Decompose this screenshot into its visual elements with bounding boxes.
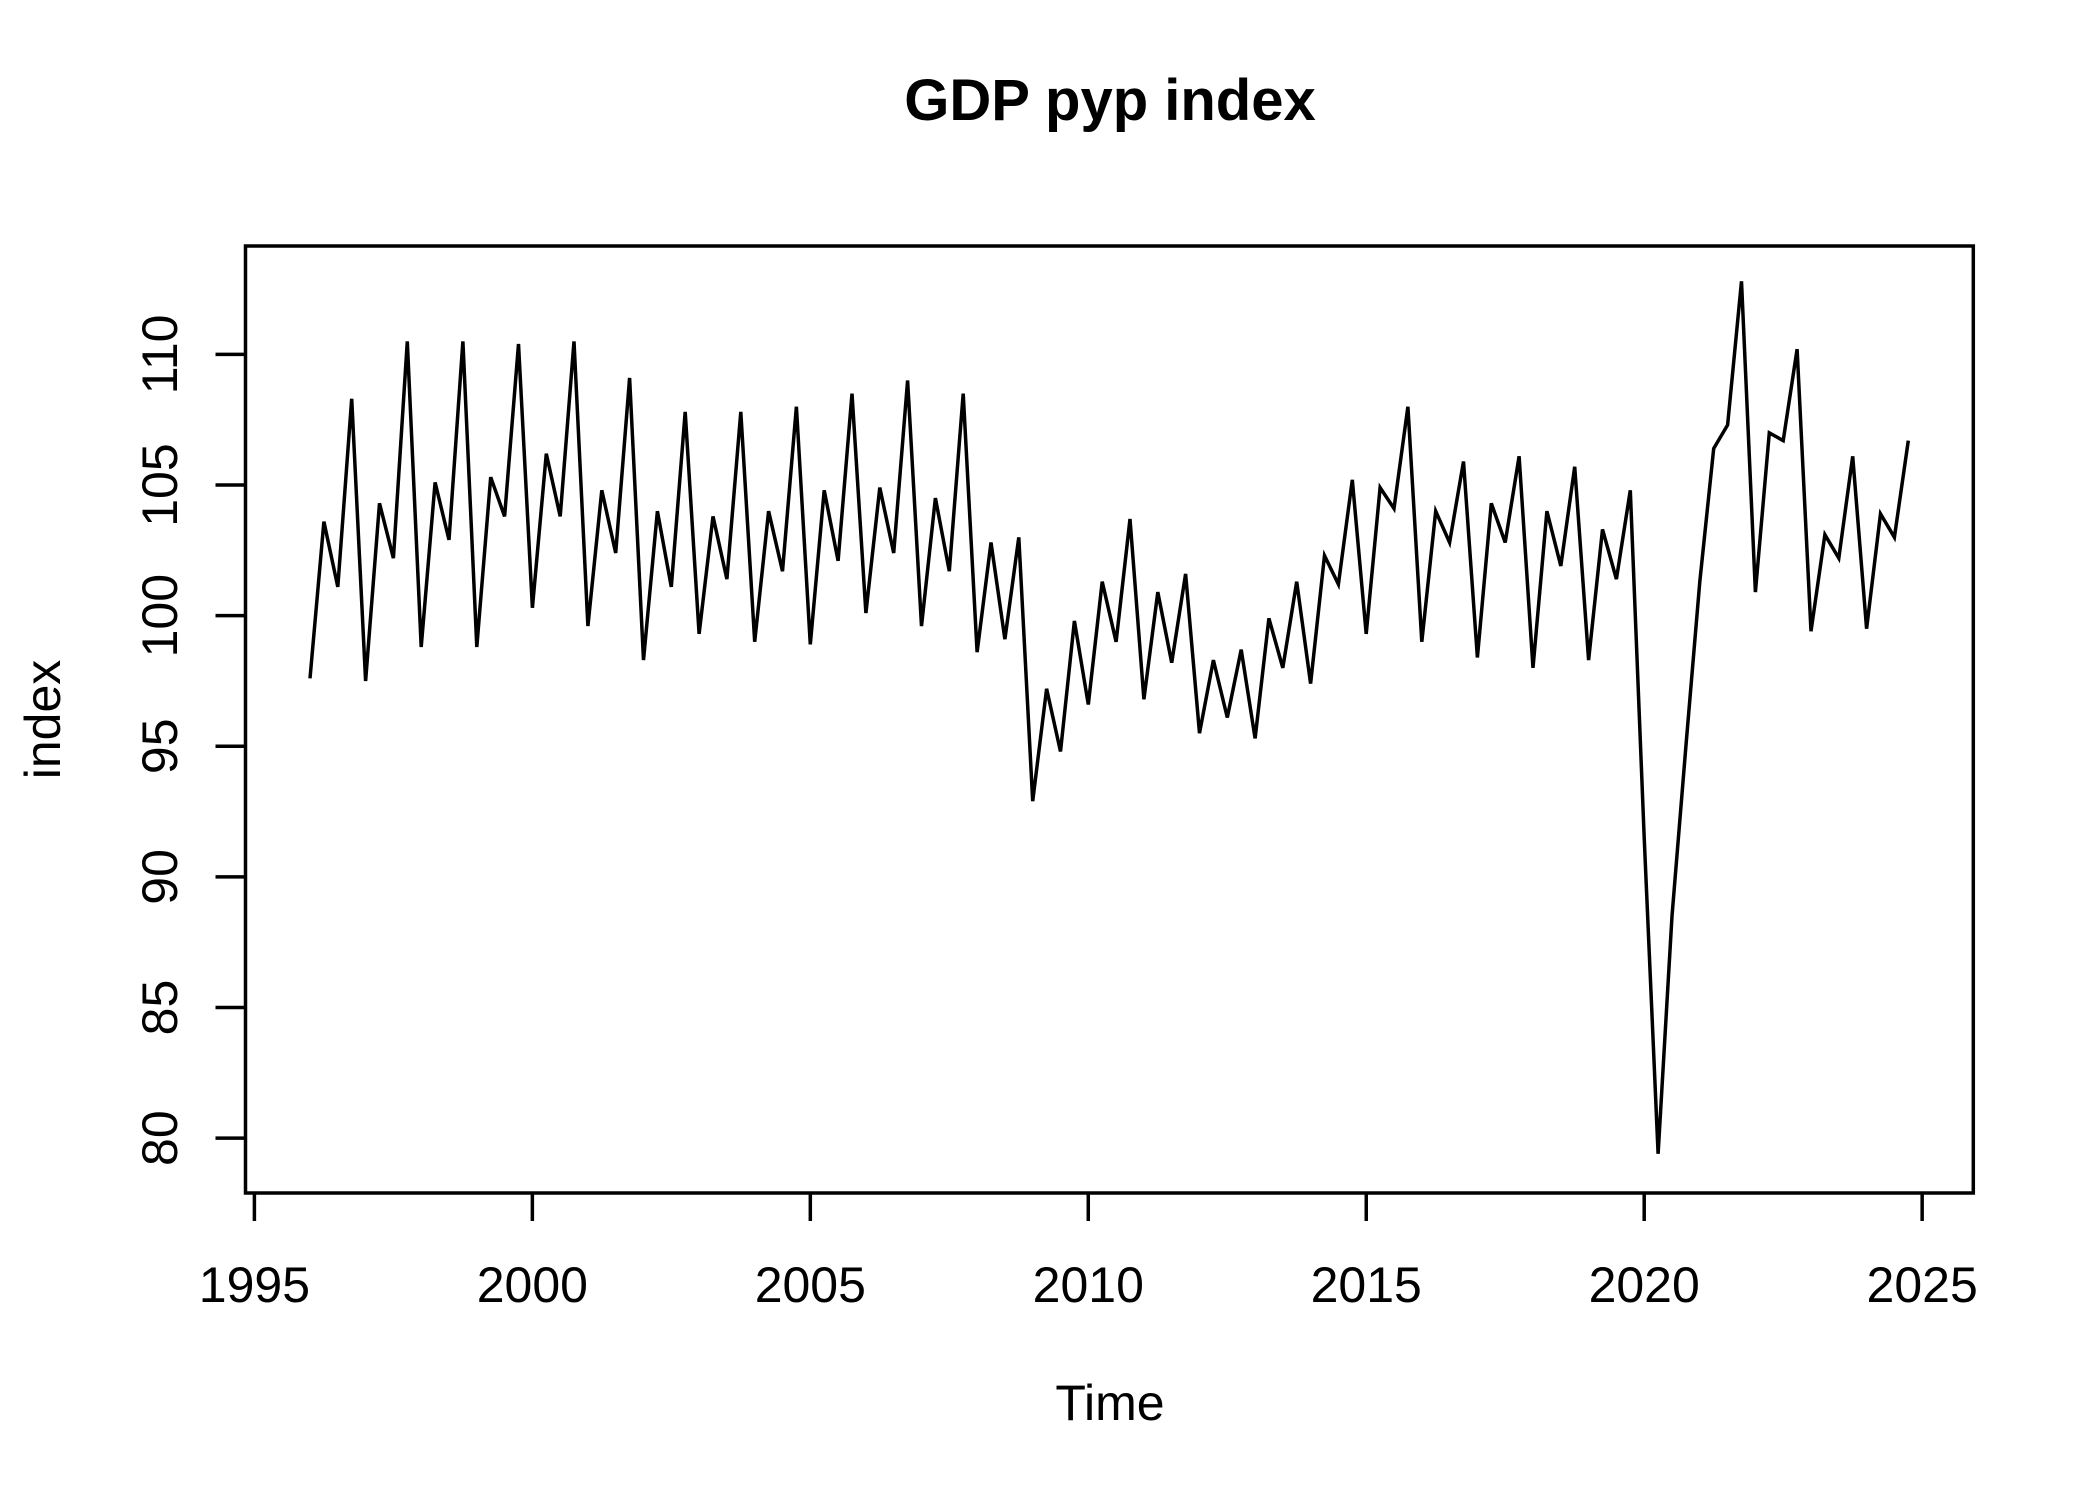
x-tick-label: 2015: [1311, 1257, 1422, 1313]
y-tick-label: 95: [132, 718, 188, 774]
y-tick-label: 110: [132, 315, 188, 395]
gdp-series-line: [308, 281, 1911, 1154]
y-tick-label: 100: [132, 574, 188, 657]
chart-title: GDP pyp index: [904, 68, 1315, 133]
y-tick-label: 80: [132, 1110, 188, 1166]
x-tick-label: 2010: [1033, 1257, 1144, 1313]
x-tick-label: 2025: [1867, 1257, 1978, 1313]
axis-ticks: 1995 2000 2005 2010 2015 2020 2025 80 85 90 95 100 1…: [132, 315, 1978, 1313]
y-axis-title: index: [15, 660, 71, 780]
x-tick-label: 2000: [477, 1257, 588, 1313]
plot-box: [243, 244, 1976, 1195]
y-tick-label: 90: [132, 849, 188, 905]
y-tick-label: 105: [132, 443, 188, 526]
x-tick-label: 1995: [199, 1257, 310, 1313]
y-tick-label: 85: [132, 980, 188, 1036]
x-tick-label: 2020: [1589, 1257, 1700, 1313]
x-tick-label: 2005: [755, 1257, 866, 1313]
x-axis-title: Time: [1055, 1375, 1164, 1431]
